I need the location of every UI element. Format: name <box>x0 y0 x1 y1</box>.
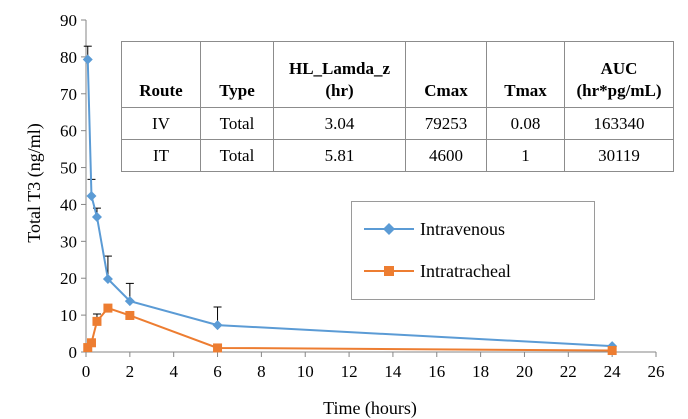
x-tick-label: 20 <box>516 362 533 381</box>
data-point <box>213 343 223 353</box>
legend-marker <box>383 223 395 235</box>
legend-label: Intratracheal <box>420 260 511 281</box>
data-point <box>103 303 113 313</box>
x-tick-label: 24 <box>604 362 622 381</box>
x-tick-label: 4 <box>169 362 178 381</box>
table-header-cell: Tmax <box>486 41 565 108</box>
x-tick-label: 6 <box>213 362 222 381</box>
table-cell: 4600 <box>405 139 487 172</box>
x-tick-label: 12 <box>341 362 358 381</box>
y-axis-title: Total T3 (ng/ml) <box>24 123 45 242</box>
data-point <box>607 346 617 356</box>
table-header-cell: Type <box>200 41 274 108</box>
data-point <box>83 343 93 353</box>
data-point <box>91 211 102 222</box>
legend-item: Intratracheal <box>364 260 511 282</box>
table-header-cell: HL_Lamda_z (hr) <box>273 41 406 108</box>
y-tick-label: 70 <box>60 85 77 104</box>
table-cell: 163340 <box>564 107 674 140</box>
x-tick-label: 26 <box>648 362 665 381</box>
table-cell: 0.08 <box>486 107 565 140</box>
table-cell: 30119 <box>564 139 674 172</box>
table-cell: IV <box>121 107 201 140</box>
x-tick-label: 18 <box>472 362 489 381</box>
series-intravenous <box>82 45 618 352</box>
x-axis-title: Time (hours) <box>323 398 417 419</box>
y-tick-label: 60 <box>60 122 77 141</box>
data-point <box>86 190 97 201</box>
y-tick-label: 0 <box>69 343 78 362</box>
x-tick-label: 10 <box>297 362 314 381</box>
table-row: IT Total 5.81 4600 1 30119 <box>121 139 674 172</box>
pk-parameter-table: Route Type HL_Lamda_z (hr) Cmax Tmax AUC (hr*pg… <box>121 41 674 172</box>
series-intratracheal <box>83 303 617 356</box>
table-cell: 3.04 <box>273 107 406 140</box>
legend-swatch <box>364 223 414 235</box>
table-cell: 79253 <box>405 107 487 140</box>
table-cell: 1 <box>486 139 565 172</box>
series-layer <box>82 45 618 356</box>
legend-item: Intravenous <box>364 218 505 240</box>
table-header-cell: Cmax <box>405 41 487 108</box>
y-tick-label: 40 <box>60 195 77 214</box>
x-tick-label: 14 <box>384 362 402 381</box>
x-tick-label: 22 <box>560 362 577 381</box>
y-tick-label: 50 <box>60 159 77 178</box>
table-header-cell: AUC (hr*pg/mL) <box>564 41 674 108</box>
legend-swatch <box>364 266 414 276</box>
data-point <box>86 338 96 348</box>
table-cell: IT <box>121 139 201 172</box>
data-point <box>125 310 135 320</box>
table-cell: 5.81 <box>273 139 406 172</box>
y-tick-label: 10 <box>60 306 77 325</box>
data-point <box>124 296 135 307</box>
legend: Intravenous Intratracheal <box>351 201 595 300</box>
data-point <box>102 273 113 284</box>
legend-label: Intravenous <box>420 218 505 239</box>
axes <box>81 19 657 357</box>
data-point <box>92 316 102 326</box>
table-cell: Total <box>200 139 274 172</box>
data-point <box>82 54 93 65</box>
y-tick-label: 30 <box>60 232 77 251</box>
table-header-row: Route Type HL_Lamda_z (hr) Cmax Tmax AUC (hr*pg… <box>121 41 674 108</box>
x-tick-label: 0 <box>82 362 91 381</box>
table-header-cell: Route <box>121 41 201 108</box>
y-tick-label: 80 <box>60 48 77 67</box>
data-point <box>212 320 223 331</box>
table-row: IV Total 3.04 79253 0.08 163340 <box>121 107 674 140</box>
y-tick-label: 90 <box>60 11 77 30</box>
series-line <box>86 306 613 352</box>
legend-marker <box>384 266 394 276</box>
x-tick-label: 2 <box>126 362 135 381</box>
x-tick-label: 8 <box>257 362 266 381</box>
x-tick-label: 16 <box>428 362 445 381</box>
y-tick-label: 20 <box>60 269 77 288</box>
table-cell: Total <box>200 107 274 140</box>
